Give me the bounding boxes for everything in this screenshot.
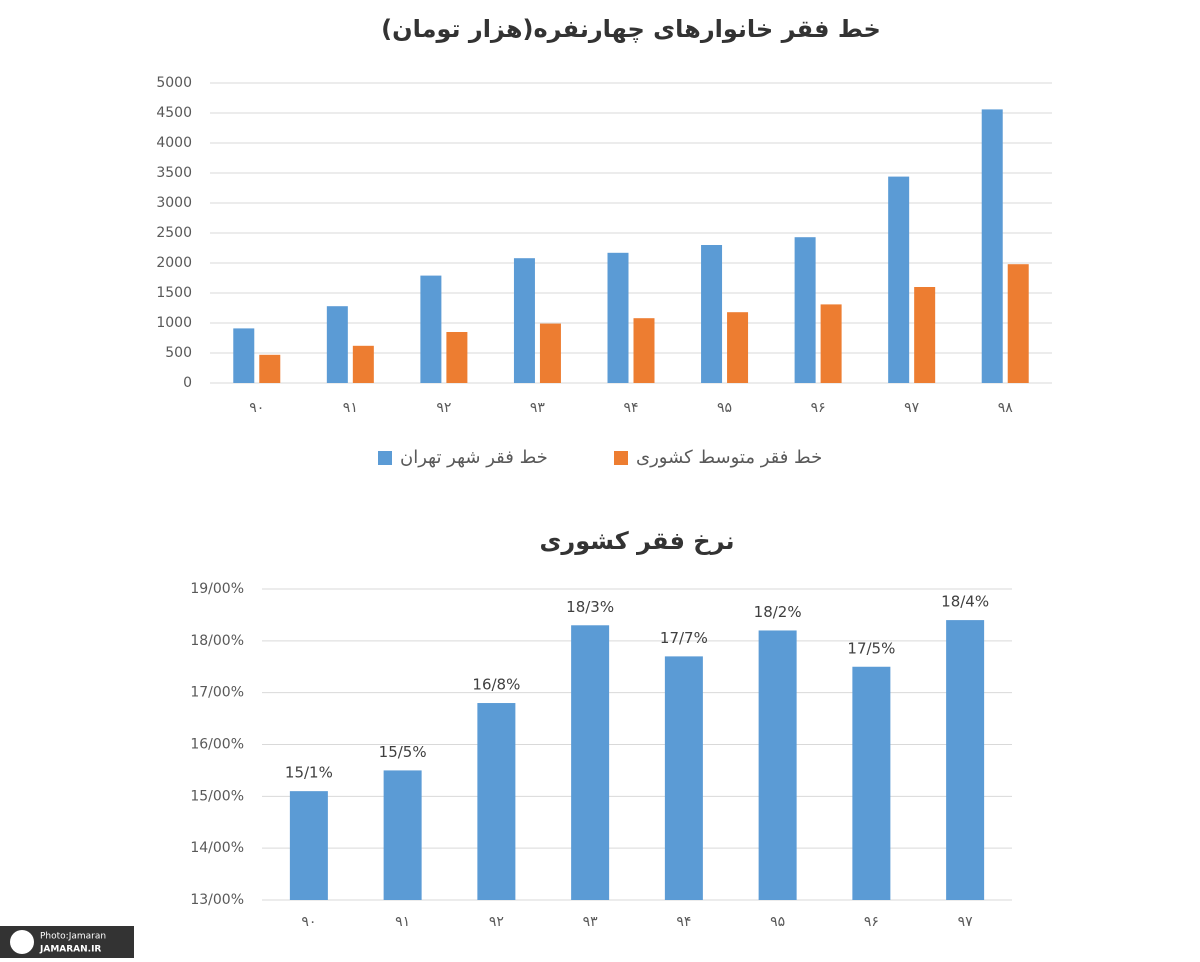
data-label: 18/4% xyxy=(941,593,989,611)
y-tick-label: 17/00% xyxy=(190,685,244,701)
data-label: 17/5% xyxy=(847,639,895,657)
x-tick-label: ۹۴ xyxy=(676,914,691,930)
x-tick-label: ۹۶ xyxy=(864,914,879,930)
bar xyxy=(289,791,328,900)
bar xyxy=(383,770,422,900)
x-tick-label: ۹۷ xyxy=(958,914,974,930)
data-label: 15/5% xyxy=(379,743,427,761)
bar xyxy=(820,304,842,383)
bar xyxy=(571,625,610,900)
data-label: 18/3% xyxy=(566,598,614,616)
x-tick-label: ۹۰ xyxy=(249,400,264,416)
y-tick-label: 4500 xyxy=(156,105,192,121)
watermark-text: Photo:Jamaran xyxy=(40,932,106,942)
x-tick-label: ۹۵ xyxy=(717,400,732,416)
bar xyxy=(513,258,535,383)
watermark-logo xyxy=(10,930,34,954)
chart-title: نرخ فقر کشوری xyxy=(539,527,734,555)
y-tick-label: 16/00% xyxy=(190,737,244,753)
bar xyxy=(914,287,936,383)
y-tick-label: 2000 xyxy=(156,255,192,271)
data-label: 18/2% xyxy=(754,603,802,621)
bar xyxy=(607,252,629,383)
bar xyxy=(664,656,703,900)
bar xyxy=(326,306,348,383)
bar xyxy=(233,328,255,383)
legend-swatch xyxy=(614,451,628,465)
y-tick-label: 19/00% xyxy=(190,581,244,597)
x-tick-label: ۹۶ xyxy=(811,400,826,416)
y-tick-label: 4000 xyxy=(156,135,192,151)
legend-label: خط فقر متوسط کشوری xyxy=(636,447,822,468)
x-tick-label: ۹۳ xyxy=(583,914,599,930)
bar xyxy=(633,318,655,383)
legend-label: خط فقر شهر تهران xyxy=(400,447,548,468)
x-tick-label: ۹۳ xyxy=(530,400,546,416)
chart-title: خط فقر خانوارهای چهارنفره(هزار تومان) xyxy=(381,15,881,43)
bar xyxy=(1007,264,1029,383)
bar xyxy=(852,666,891,900)
bar xyxy=(539,323,561,383)
y-tick-label: 3500 xyxy=(156,165,192,181)
bar xyxy=(727,312,749,383)
x-tick-label: ۹۰ xyxy=(301,914,316,930)
watermark-text: JAMARAN.IR xyxy=(39,945,101,955)
bar xyxy=(352,345,374,383)
y-tick-label: 1500 xyxy=(156,285,192,301)
bar xyxy=(420,275,442,383)
x-tick-label: ۹۲ xyxy=(489,914,504,930)
y-tick-label: 15/00% xyxy=(190,788,244,804)
y-tick-label: 5000 xyxy=(156,75,192,91)
x-tick-label: ۹۱ xyxy=(343,400,358,416)
y-tick-label: 3000 xyxy=(156,195,192,211)
bar xyxy=(794,237,816,383)
y-tick-label: 18/00% xyxy=(190,633,244,649)
bar xyxy=(981,109,1003,384)
data-label: 15/1% xyxy=(285,764,333,782)
x-tick-label: ۹۴ xyxy=(623,400,638,416)
y-tick-label: 14/00% xyxy=(190,840,244,856)
bar xyxy=(477,703,516,900)
bar xyxy=(446,332,468,383)
bar xyxy=(888,176,910,383)
data-label: 16/8% xyxy=(472,676,520,694)
y-tick-label: 1000 xyxy=(156,315,192,331)
x-tick-label: ۹۷ xyxy=(904,400,920,416)
x-tick-label: ۹۵ xyxy=(770,914,785,930)
y-tick-label: 13/00% xyxy=(190,892,244,908)
y-tick-label: 500 xyxy=(165,345,192,361)
y-tick-label: 0 xyxy=(183,375,192,391)
bar xyxy=(758,630,797,900)
legend-swatch xyxy=(378,451,392,465)
bar xyxy=(701,245,723,383)
bar xyxy=(259,354,281,383)
y-tick-label: 2500 xyxy=(156,225,192,241)
x-tick-label: ۹۸ xyxy=(998,400,1014,416)
x-tick-label: ۹۱ xyxy=(395,914,410,930)
bar xyxy=(946,620,985,900)
x-tick-label: ۹۲ xyxy=(436,400,451,416)
data-label: 17/7% xyxy=(660,629,708,647)
